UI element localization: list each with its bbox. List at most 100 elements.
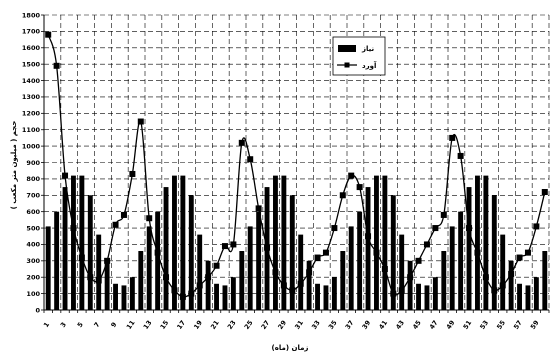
demand-bar-50 bbox=[458, 211, 464, 310]
x-tick-label-5: 5 bbox=[76, 320, 85, 329]
inflow-marker-39 bbox=[365, 233, 372, 240]
inflow-marker-43 bbox=[398, 287, 405, 294]
inflow-marker-3 bbox=[62, 172, 69, 179]
inflow-marker-13 bbox=[146, 215, 153, 222]
x-tick-label-55: 55 bbox=[495, 318, 507, 330]
inflow-marker-33 bbox=[314, 254, 321, 261]
x-tick-labels: 1 3 5 7 9 11 13 15 17 19 21 23 25 27 29 31 33 35 37 39 41 43 4… bbox=[42, 318, 541, 330]
demand-bar-33 bbox=[315, 283, 320, 310]
demand-bar-54 bbox=[491, 195, 497, 310]
y-axis-title: حجم ( میلیون متر مکعب ) bbox=[10, 121, 18, 210]
inflow-marker-25 bbox=[247, 156, 254, 163]
y-tick-label-1200: 1200 bbox=[22, 110, 41, 118]
legend-demand-label: نیاز bbox=[361, 45, 375, 53]
demand-bar-15 bbox=[163, 187, 169, 310]
legend: نیاز آورد bbox=[332, 36, 386, 76]
x-tick-label-45: 45 bbox=[411, 318, 423, 330]
inflow-marker-55 bbox=[499, 282, 506, 289]
x-tick-label-39: 39 bbox=[361, 318, 373, 330]
demand-bar-17 bbox=[180, 175, 186, 310]
x-tick-label-9: 9 bbox=[109, 320, 118, 329]
inflow-marker-14 bbox=[154, 249, 161, 256]
demand-bar-43 bbox=[399, 234, 405, 310]
inflow-marker-60 bbox=[541, 189, 548, 195]
x-tick-label-15: 15 bbox=[159, 318, 171, 330]
x-tick-label-37: 37 bbox=[344, 319, 356, 331]
demand-bar-1 bbox=[45, 226, 51, 310]
x-tick-label-25: 25 bbox=[243, 318, 255, 330]
demand-bar-22 bbox=[222, 285, 228, 310]
x-tick-label-29: 29 bbox=[276, 318, 288, 330]
inflow-marker-22 bbox=[221, 243, 228, 250]
inflow-marker-18 bbox=[188, 290, 195, 297]
inflow-marker-36 bbox=[339, 192, 346, 199]
inflow-marker-28 bbox=[272, 269, 279, 276]
x-tick-label-31: 31 bbox=[293, 318, 305, 330]
demand-bar-59 bbox=[533, 277, 539, 310]
y-tick-label-400: 400 bbox=[26, 241, 40, 249]
x-tick-label-47: 47 bbox=[428, 319, 440, 331]
demand-bar-7 bbox=[96, 234, 102, 310]
inflow-marker-47 bbox=[432, 225, 439, 232]
y-tick-label-300: 300 bbox=[26, 257, 40, 265]
demand-bar-34 bbox=[323, 285, 329, 310]
inflow-marker-16 bbox=[171, 287, 178, 294]
y-tick-label-1600: 1600 bbox=[22, 44, 41, 52]
inflow-marker-37 bbox=[348, 172, 355, 179]
demand-bar-5 bbox=[79, 175, 85, 310]
demand-bar-31 bbox=[298, 234, 304, 310]
x-tick-label-49: 49 bbox=[445, 318, 457, 330]
y-tick-label-1300: 1300 bbox=[22, 93, 41, 101]
demand-bar-4 bbox=[71, 175, 76, 310]
demand-bar-3 bbox=[62, 187, 68, 310]
inflow-marker-32 bbox=[306, 269, 313, 276]
inflow-marker-57 bbox=[516, 254, 523, 261]
demand-bar-41 bbox=[382, 175, 388, 310]
inflow-marker-23 bbox=[230, 241, 237, 248]
demand-bar-18 bbox=[188, 195, 194, 310]
x-tick-label-57: 57 bbox=[512, 319, 524, 331]
demand-bar-9 bbox=[113, 283, 118, 310]
inflow-marker-7 bbox=[95, 277, 102, 284]
legend-box bbox=[332, 36, 386, 76]
y-tick-label-800: 800 bbox=[26, 175, 40, 183]
demand-bar-55 bbox=[500, 234, 506, 310]
demand-bar-48 bbox=[441, 251, 447, 310]
demand-bar-58 bbox=[525, 285, 531, 310]
inflow-marker-12 bbox=[137, 118, 144, 125]
inflow-marker-21 bbox=[213, 262, 220, 269]
y-tick-label-1800: 1800 bbox=[22, 11, 41, 19]
inflow-marker-35 bbox=[331, 225, 338, 232]
demand-bar-42 bbox=[390, 195, 396, 310]
demand-bar-52 bbox=[475, 175, 480, 310]
inflow-marker-5 bbox=[78, 254, 85, 261]
demand-bar-8 bbox=[104, 260, 110, 310]
demand-bar-37 bbox=[348, 226, 354, 310]
demand-bar-29 bbox=[281, 175, 287, 310]
x-tick-label-33: 33 bbox=[310, 319, 322, 331]
inflow-marker-44 bbox=[407, 274, 414, 281]
y-tick-label-600: 600 bbox=[26, 208, 40, 216]
x-tick-label-3: 3 bbox=[59, 321, 68, 329]
inflow-marker-49 bbox=[449, 134, 456, 141]
y-tick-label-500: 500 bbox=[26, 224, 40, 232]
x-tick-label-59: 59 bbox=[529, 318, 541, 330]
inflow-marker-1 bbox=[45, 31, 52, 38]
inflow-marker-15 bbox=[163, 274, 170, 281]
y-tick-label-900: 900 bbox=[26, 159, 40, 167]
inflow-marker-42 bbox=[390, 290, 397, 297]
legend-inflow-marker bbox=[344, 62, 350, 68]
inflow-marker-40 bbox=[373, 249, 380, 256]
y-tick-label-0: 0 bbox=[35, 306, 40, 314]
x-tick-label-43: 43 bbox=[394, 319, 406, 331]
demand-bar-51 bbox=[466, 187, 472, 310]
demand-bar-12 bbox=[138, 251, 144, 310]
demand-bar-21 bbox=[214, 283, 219, 310]
demand-bar-11 bbox=[129, 277, 135, 310]
demand-bar-35 bbox=[331, 277, 337, 310]
y-tick-label-1000: 1000 bbox=[22, 142, 41, 150]
demand-bar-46 bbox=[424, 285, 430, 310]
inflow-marker-41 bbox=[381, 266, 388, 273]
x-tick-label-35: 35 bbox=[327, 318, 339, 330]
